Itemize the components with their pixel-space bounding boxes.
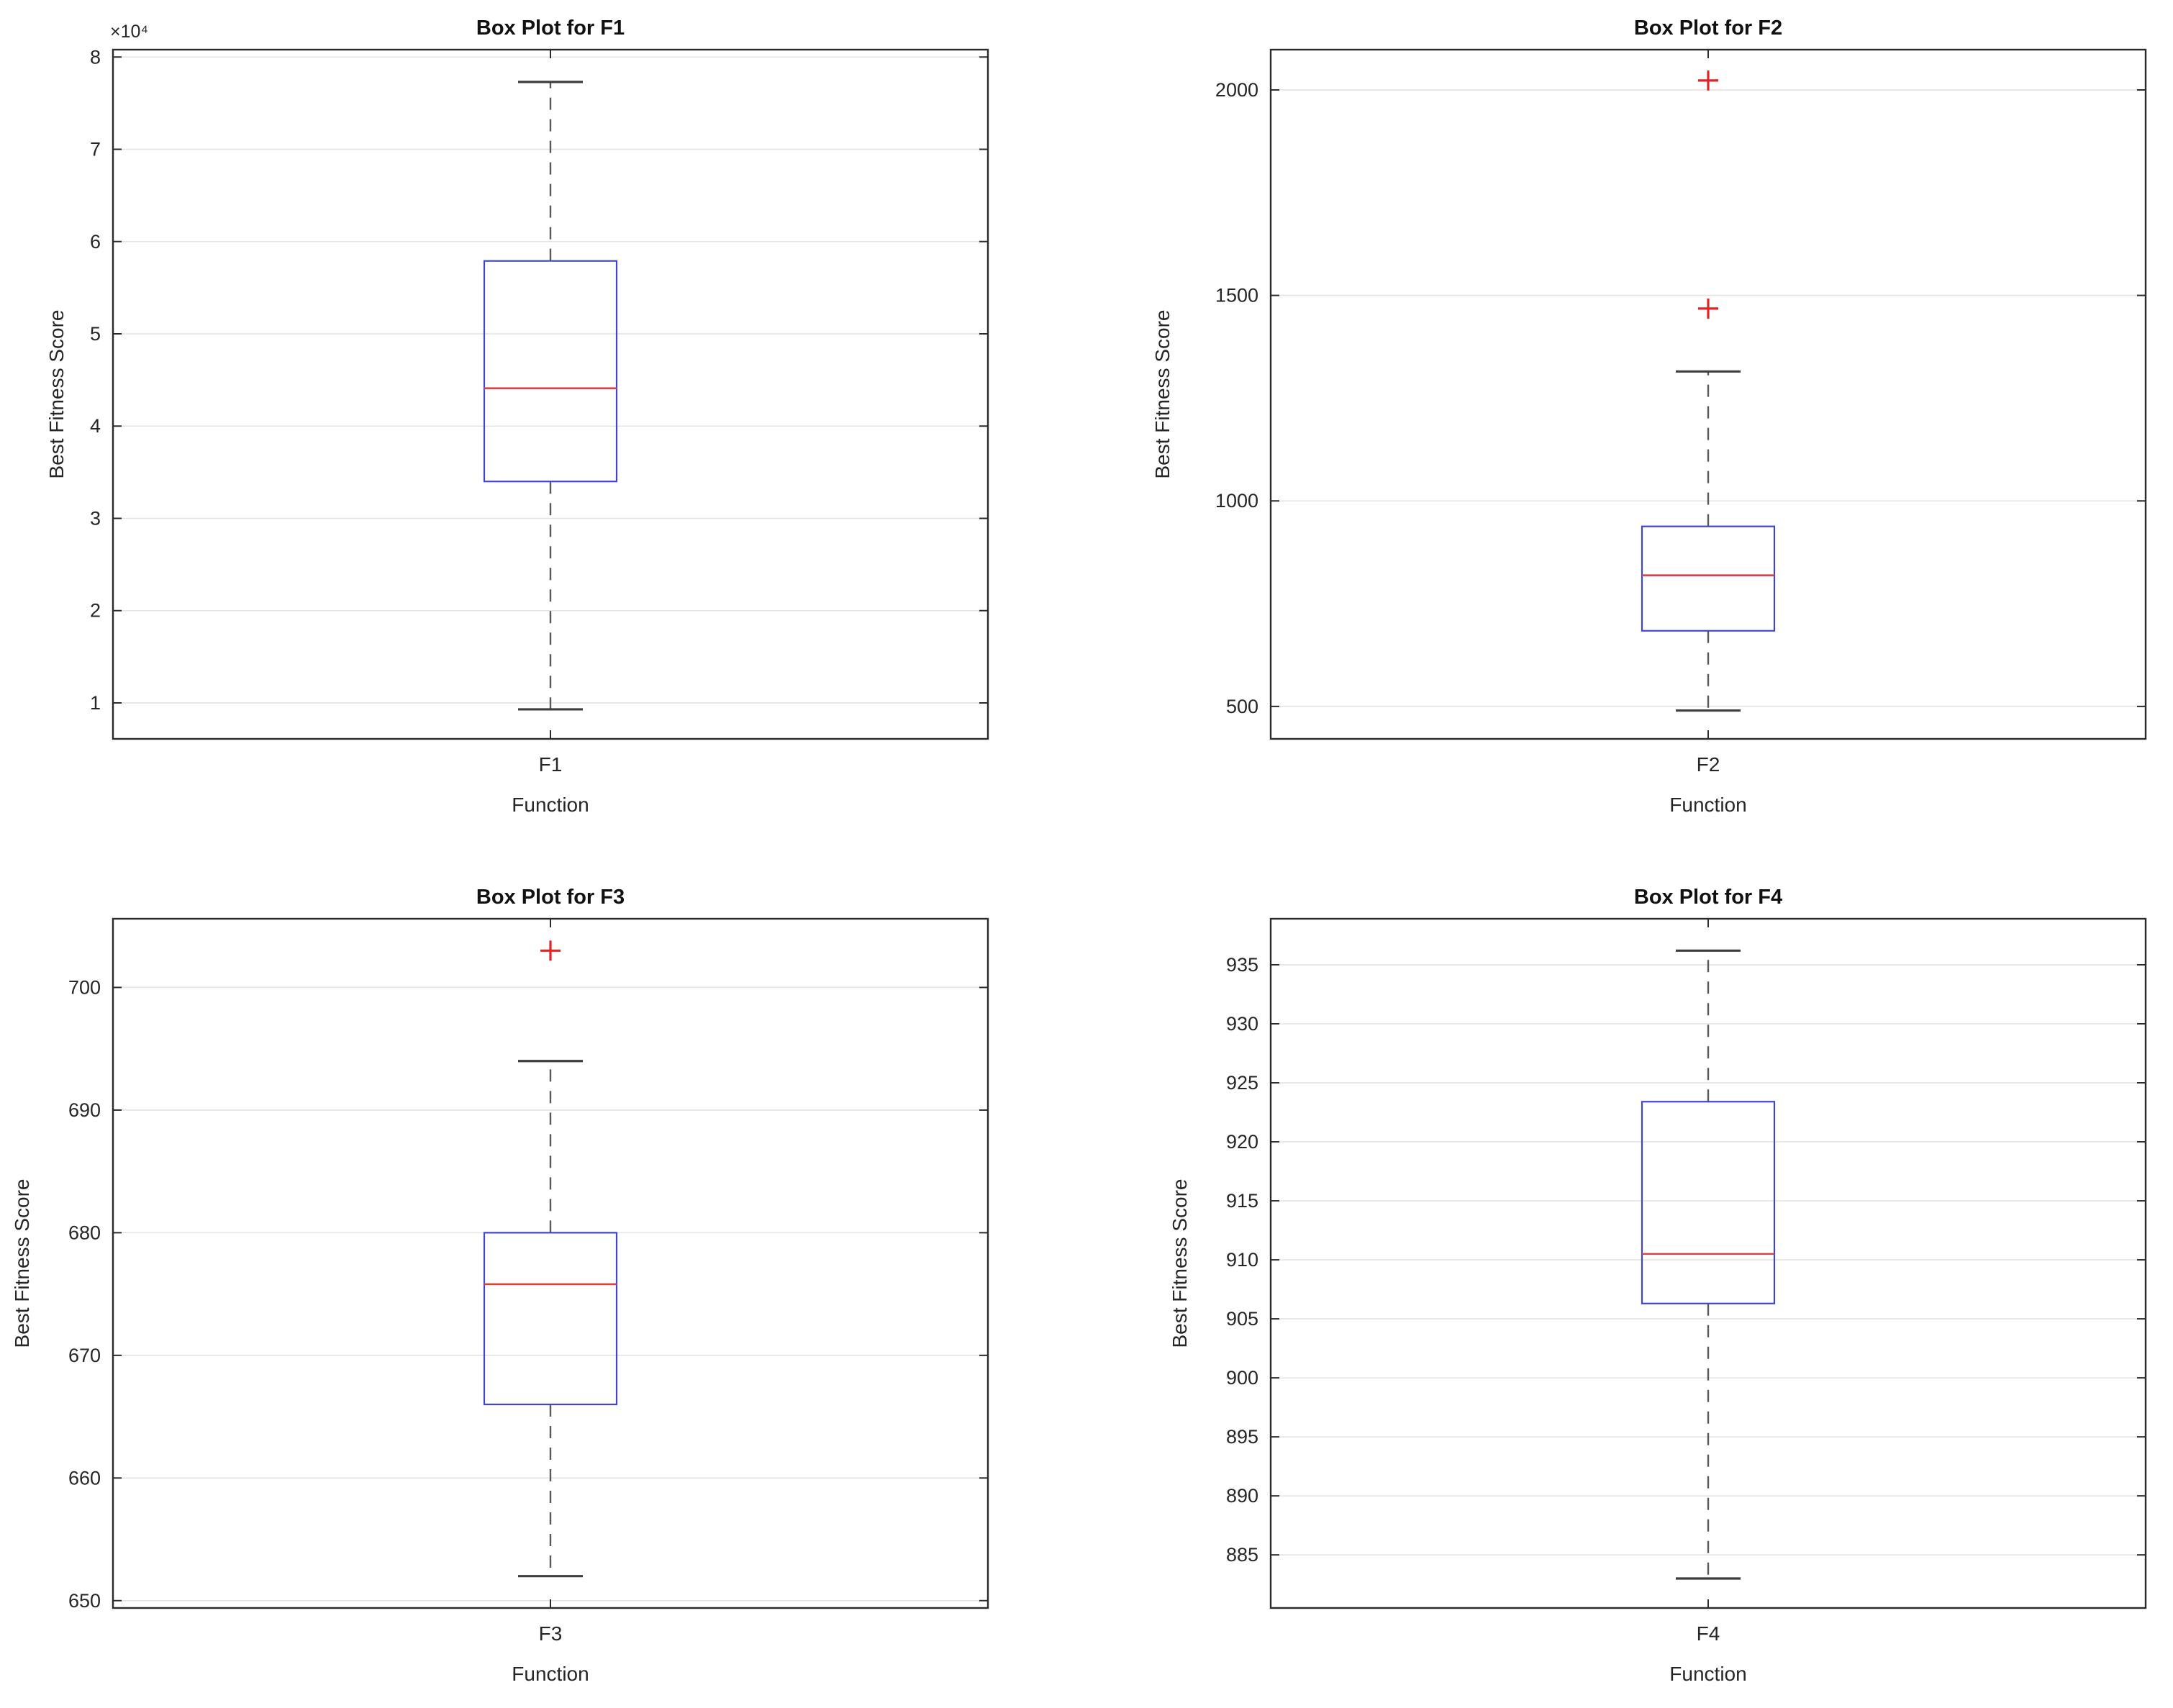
y-tick-label: 700 bbox=[68, 976, 101, 998]
x-tick-label: F2 bbox=[1697, 753, 1720, 776]
y-tick-label: 900 bbox=[1226, 1367, 1258, 1389]
y-tick-label: 670 bbox=[68, 1345, 101, 1366]
y-axis-label: Best Fitness Score bbox=[1151, 310, 1174, 479]
y-tick-label: 935 bbox=[1226, 954, 1258, 976]
y-tick-label: 920 bbox=[1226, 1131, 1258, 1153]
y-tick-label: 915 bbox=[1226, 1190, 1258, 1212]
y-tick-label: 650 bbox=[68, 1590, 101, 1612]
x-axis-label: Function bbox=[512, 794, 589, 816]
y-tick-label: 905 bbox=[1226, 1308, 1258, 1330]
y-axis-label: Best Fitness Score bbox=[1169, 1179, 1191, 1348]
x-tick-label: F3 bbox=[539, 1622, 563, 1645]
axis-frame bbox=[112, 48, 989, 740]
outlier-marker bbox=[1698, 70, 1718, 91]
y-tick-label: 1000 bbox=[1215, 490, 1258, 512]
y-axis-multiplier: ×10⁴ bbox=[110, 22, 148, 42]
y-tick-label: 885 bbox=[1226, 1544, 1258, 1566]
axis-frame bbox=[1269, 48, 2147, 740]
iqr-box bbox=[483, 1232, 618, 1406]
y-tick-label: 8 bbox=[90, 46, 101, 68]
y-tick-label: 890 bbox=[1226, 1485, 1258, 1507]
y-tick-label: 6 bbox=[90, 231, 101, 253]
boxplot-f2: 500 1000 1500 2000 Box Plot for F2 F2 Function… bbox=[1151, 17, 2147, 816]
y-tick-label: 910 bbox=[1226, 1249, 1258, 1271]
chart-title: Box Plot for F3 bbox=[476, 886, 625, 909]
y-tick-label: 2000 bbox=[1215, 79, 1258, 101]
y-tick-label: 690 bbox=[68, 1099, 101, 1121]
y-tick-label: 930 bbox=[1226, 1013, 1258, 1035]
y-tick-label: 680 bbox=[68, 1222, 101, 1243]
y-tick-label: 660 bbox=[68, 1467, 101, 1489]
iqr-box bbox=[483, 260, 618, 483]
chart-title: Box Plot for F4 bbox=[1634, 886, 1782, 909]
iqr-box bbox=[1641, 525, 1776, 632]
boxplot-f1: 1 2 3 4 5 6 7 8 Box Plot for F1 ×10⁴ F1 Function Bes… bbox=[45, 17, 989, 816]
y-tick-label: 4 bbox=[90, 415, 101, 437]
y-tick-label: 1500 bbox=[1215, 285, 1258, 306]
iqr-box bbox=[1641, 1101, 1776, 1304]
x-axis-label: Function bbox=[1669, 794, 1746, 816]
chart-title: Box Plot for F1 bbox=[476, 17, 625, 40]
axis-frame bbox=[1269, 917, 2147, 1609]
x-tick-label: F4 bbox=[1697, 1622, 1720, 1645]
y-tick-label: 1 bbox=[90, 692, 101, 714]
outlier-marker bbox=[1698, 298, 1718, 319]
y-tick-label: 7 bbox=[90, 139, 101, 160]
y-tick-label: 3 bbox=[90, 507, 101, 529]
boxplot-f4: 885 890 895 900 905 910 915 920 925 930 935 Box Plo… bbox=[1169, 886, 2147, 1685]
x-axis-label: Function bbox=[1669, 1663, 1746, 1685]
y-tick-label: 925 bbox=[1226, 1072, 1258, 1094]
y-axis-label: Best Fitness Score bbox=[11, 1179, 33, 1348]
y-axis-label: Best Fitness Score bbox=[45, 310, 68, 479]
y-tick-label: 500 bbox=[1226, 696, 1258, 717]
plot-area bbox=[113, 919, 988, 1608]
boxplot-f3: 650 660 670 680 690 700 Box Plot for F3 F3 Funct… bbox=[11, 886, 989, 1685]
axis-frame bbox=[112, 917, 989, 1609]
x-axis-label: Function bbox=[512, 1663, 589, 1685]
outlier-marker bbox=[540, 940, 561, 961]
y-tick-label: 895 bbox=[1226, 1426, 1258, 1448]
y-tick-label: 2 bbox=[90, 600, 101, 622]
chart-title: Box Plot for F2 bbox=[1634, 17, 1782, 40]
x-tick-label: F1 bbox=[539, 753, 563, 776]
y-tick-label: 5 bbox=[90, 323, 101, 345]
